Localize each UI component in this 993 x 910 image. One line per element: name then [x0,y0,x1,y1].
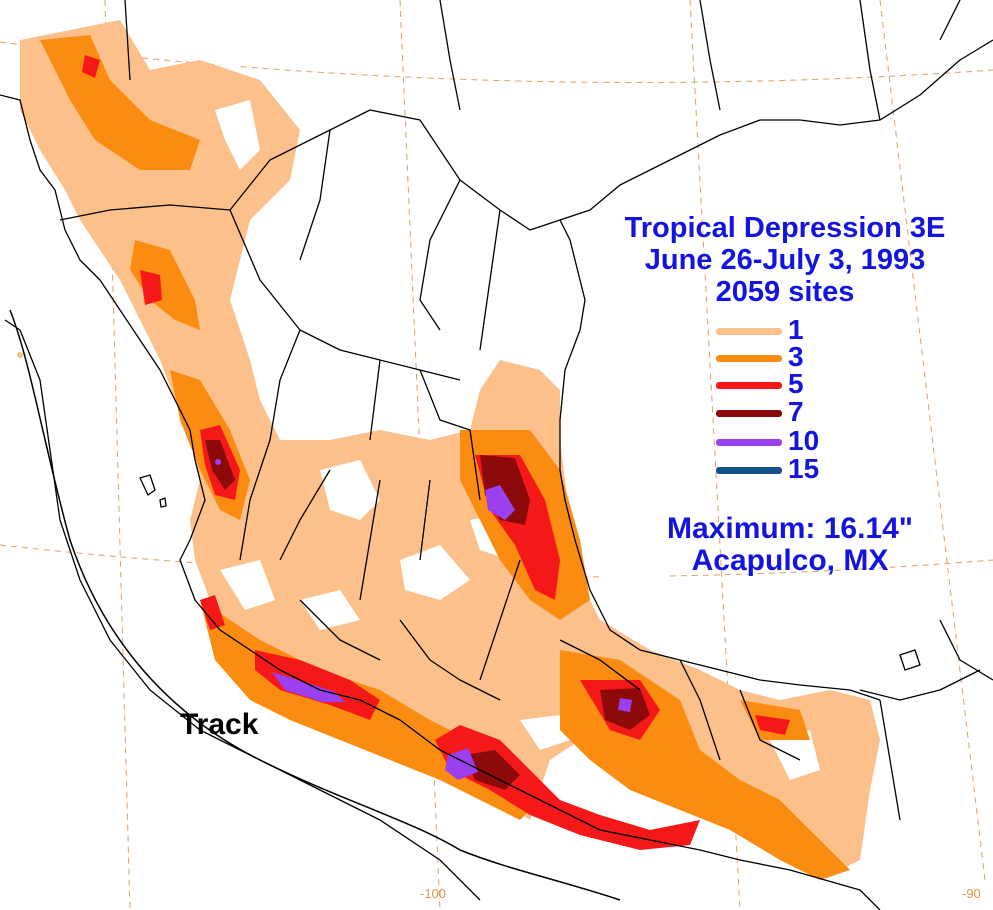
legend-label: 3 [788,341,804,372]
longitude-label: -90 [962,886,981,901]
storm-track-line [9,309,621,901]
longitude-label: -100 [420,886,447,901]
legend-label: 7 [788,396,804,427]
gulf-coastline [559,219,881,701]
legend-item-10: 10 [716,425,856,456]
legend-swatch [716,467,782,474]
legend-swatch [716,355,782,362]
maximum-location: Acapulco, MX [691,544,889,577]
legend-item-3: 3 [716,341,856,372]
map-date-range: June 26-July 3, 1993 [644,244,926,276]
legend-label: 5 [788,368,804,399]
west-coastline [0,94,881,910]
us-state-lines [124,0,961,121]
legend-swatch [716,439,782,446]
map-site-count: 2059 sites [715,276,855,308]
baja-peninsula [4,319,481,901]
legend-swatch [716,410,782,417]
legend-swatch [716,328,782,335]
legend-item-7: 7 [716,396,856,427]
rain-area-1in [17,20,880,870]
legend-label: 15 [788,453,820,484]
central-america-border [859,619,993,821]
map-title: Tropical Depression 3E [624,212,946,244]
legend-item-15: 15 [716,453,856,484]
maximum-value: Maximum: 16.14" [667,512,913,545]
us-gulf-coast [559,39,993,221]
islands [139,474,921,671]
mexico-states [229,129,801,761]
legend-item-5: 5 [716,368,856,399]
legend-item-1: 1 [716,314,856,345]
legend-swatch [716,382,782,389]
legend-label: 1 [788,314,804,345]
legend-label: 10 [788,425,820,456]
track-label: Track [180,708,259,741]
us-mexico-border [59,109,561,231]
